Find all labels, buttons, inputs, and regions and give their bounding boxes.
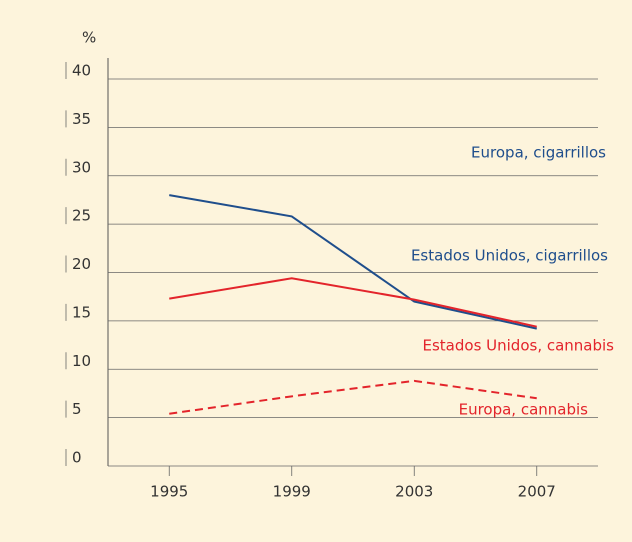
series-label: Estados Unidos, cigarrillos: [411, 247, 608, 265]
x-tick-label: 2003: [395, 483, 433, 501]
x-tick-label: 2007: [518, 483, 556, 501]
y-tick-label: 15: [72, 303, 91, 321]
series-label: Europa, cannabis: [459, 401, 589, 419]
y-tick-label: 35: [72, 110, 91, 128]
series-label: Estados Unidos, cannabis: [423, 337, 615, 355]
y-tick-label: 10: [72, 352, 91, 370]
y-tick-label: 0: [72, 449, 82, 467]
y-tick-label: 30: [72, 158, 91, 176]
y-tick-label: 20: [72, 255, 91, 273]
x-tick-label: 1995: [150, 483, 188, 501]
annotation: Europa, cigarrillos: [471, 144, 606, 162]
y-axis-label: %: [82, 29, 96, 47]
y-tick-label: 5: [72, 400, 82, 418]
series-line: [169, 194, 537, 330]
y-tick-label: 40: [72, 62, 91, 80]
series-line: [169, 379, 537, 415]
x-tick-label: 1999: [273, 483, 311, 501]
series-line: [169, 277, 537, 328]
y-tick-label: 25: [72, 207, 91, 225]
